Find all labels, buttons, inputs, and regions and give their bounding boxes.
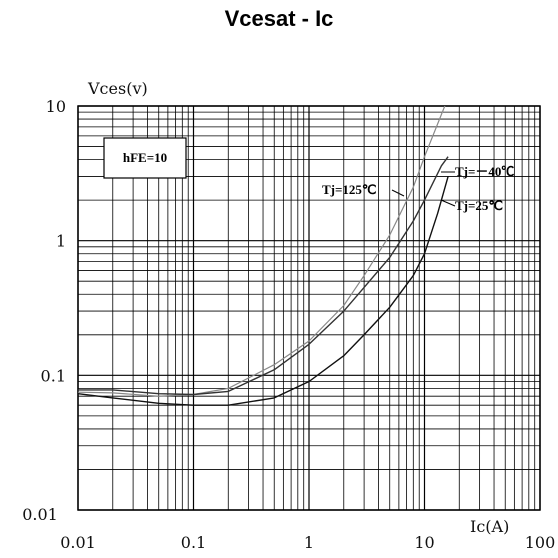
x-axis-label: Ic(A) xyxy=(470,517,509,536)
series-line xyxy=(78,106,446,397)
y-tick-label: 0.01 xyxy=(22,505,58,524)
y-tick-label: 1 xyxy=(56,232,66,251)
x-tick-label: 10 xyxy=(414,533,434,552)
leader-line xyxy=(440,199,456,207)
y-tick-label: 10 xyxy=(46,97,66,116)
x-tick-label: 1 xyxy=(304,533,314,552)
y-axis-label: Vces(v) xyxy=(87,79,148,98)
y-tick-label: 0.1 xyxy=(41,366,66,385)
series-line xyxy=(78,176,449,406)
curves xyxy=(78,106,449,406)
x-tick-label: 100 xyxy=(525,533,556,552)
leader-line xyxy=(391,189,405,197)
x-tick-label: 0.01 xyxy=(60,533,96,552)
tick-labels: 0.01 0.1 1 10 100 0.01 0.1 1 10 xyxy=(22,97,555,552)
series-label: Tj=－40℃ xyxy=(455,164,514,179)
series-labels: Tj=125℃ Tj=－40℃ Tj=25℃ xyxy=(322,164,514,213)
hfe-annotation: hFE=10 xyxy=(123,150,167,165)
plot-frame xyxy=(77,105,541,511)
series-label: Tj=125℃ xyxy=(322,182,377,197)
series-label: Tj=25℃ xyxy=(455,198,503,213)
series-line xyxy=(78,156,449,396)
chart-title: Vcesat - Ic xyxy=(224,6,334,31)
hfe-annotation-box xyxy=(103,137,187,179)
x-tick-label: 0.1 xyxy=(181,533,206,552)
